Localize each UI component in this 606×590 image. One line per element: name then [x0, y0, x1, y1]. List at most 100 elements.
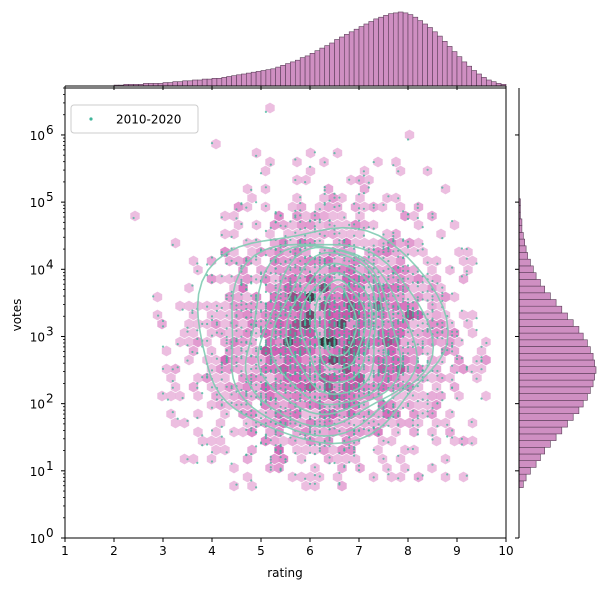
scatter-point: [377, 275, 380, 278]
hexbin-cell: [224, 381, 235, 393]
marginal-x-bar: [319, 47, 325, 87]
scatter-point: [230, 387, 233, 390]
scatter-point: [264, 254, 267, 257]
hexbin-cell: [206, 345, 217, 357]
scatter-point: [259, 301, 263, 304]
scatter-point: [475, 328, 478, 332]
scatter-point: [274, 371, 277, 374]
scatter-point: [274, 381, 277, 384]
scatter-point: [318, 377, 321, 380]
scatter-point: [318, 319, 321, 322]
scatter-point: [279, 306, 282, 309]
scatter-point: [392, 338, 395, 342]
hexbin-cell: [157, 390, 167, 402]
hexbin-cell: [211, 444, 221, 456]
scatter-point: [299, 277, 302, 280]
scatter-point: [279, 224, 282, 227]
scatter-point: [397, 424, 400, 427]
scatter-point: [215, 304, 218, 307]
scatter-point: [328, 354, 331, 357]
scatter-point: [333, 461, 336, 465]
scatter-point: [392, 309, 395, 312]
marginal-y-bar: [518, 433, 557, 441]
x-tick-label: 1: [61, 544, 69, 558]
hexbin-cell: [166, 372, 176, 384]
scatter-point: [284, 350, 287, 353]
scatter-point: [357, 319, 361, 322]
scatter-point: [328, 332, 331, 335]
scatter-point: [289, 284, 292, 287]
scatter-point: [328, 275, 331, 278]
scatter-point: [338, 196, 341, 199]
scatter-point: [284, 458, 287, 461]
scatter-point: [318, 423, 321, 427]
scatter-point: [406, 316, 410, 319]
scatter-point: [284, 460, 287, 464]
scatter-point: [225, 327, 228, 330]
scatter-point: [313, 432, 316, 435]
marginal-x-bar: [265, 69, 272, 87]
scatter-point: [333, 299, 336, 302]
hexbin-cell: [260, 165, 271, 177]
scatter-point: [225, 355, 228, 358]
scatter-point: [338, 329, 341, 332]
scatter-point: [299, 228, 302, 231]
scatter-point: [362, 170, 365, 173]
scatter-point: [308, 427, 312, 430]
scatter-point: [201, 392, 204, 395]
marginal-y-bar: [518, 258, 531, 267]
scatter-point: [318, 322, 321, 325]
scatter-point: [259, 345, 263, 348]
scatter-point: [313, 225, 316, 228]
scatter-point: [255, 355, 258, 358]
scatter-point: [421, 398, 424, 401]
scatter-point: [455, 357, 459, 361]
scatter-point: [294, 209, 297, 212]
scatter-point: [406, 213, 410, 216]
scatter-point: [304, 226, 307, 230]
scatter-point: [299, 347, 302, 350]
marginal-y-bar: [518, 252, 528, 260]
scatter-point: [353, 378, 356, 381]
hexbin-cell: [301, 210, 311, 222]
hexbin-cell: [247, 480, 257, 492]
scatter-point: [397, 383, 400, 386]
scatter-point: [294, 321, 297, 324]
hexbin-cell: [431, 363, 442, 375]
scatter-point: [176, 366, 179, 369]
scatter-point: [362, 285, 365, 288]
scatter-point: [299, 373, 302, 376]
hexbin-cell: [319, 228, 329, 240]
scatter-point: [362, 352, 365, 355]
scatter-point: [255, 278, 258, 281]
hexbin-cell: [292, 174, 302, 186]
scatter-point: [245, 288, 248, 291]
scatter-point: [225, 361, 228, 364]
hexbin-cell: [211, 138, 221, 150]
scatter-point: [343, 330, 346, 333]
hexbin-cell: [211, 354, 221, 366]
scatter-point: [338, 305, 341, 308]
hexbin-cell: [278, 399, 289, 411]
scatter-point: [289, 422, 292, 425]
scatter-point: [426, 379, 429, 382]
scatter-point: [308, 336, 312, 339]
hexbin-cell: [440, 417, 451, 429]
scatter-point: [387, 379, 390, 382]
scatter-point: [245, 316, 248, 319]
scatter-point: [225, 339, 228, 342]
scatter-point: [250, 323, 253, 326]
scatter-point: [255, 222, 258, 226]
scatter-point: [323, 411, 326, 414]
scatter-point: [367, 413, 370, 416]
hexbin-cell: [184, 282, 194, 294]
scatter-point: [308, 300, 312, 303]
scatter-point: [235, 314, 238, 317]
scatter-point: [402, 269, 405, 272]
scatter-point: [318, 316, 321, 319]
scatter-point: [333, 390, 336, 394]
scatter-point: [264, 309, 267, 313]
scatter-point: [397, 170, 400, 173]
scatter-point: [279, 434, 282, 437]
scatter-point: [250, 427, 253, 430]
